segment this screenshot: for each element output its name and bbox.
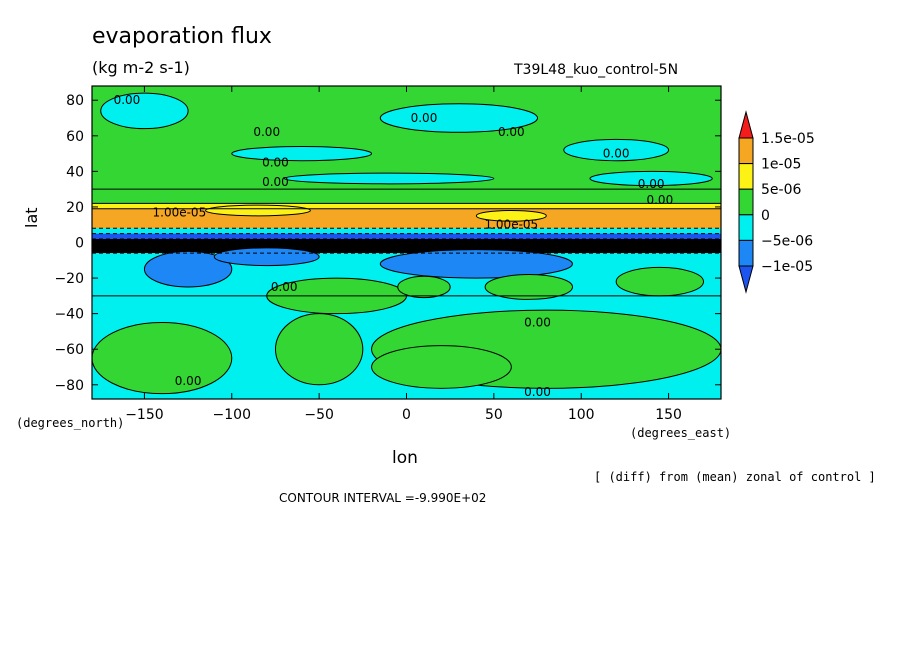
contour-label-1: 0.00 xyxy=(253,125,280,139)
colorbar-label-1: 1e-05 xyxy=(761,157,801,173)
region-4 xyxy=(589,170,713,187)
region-9 xyxy=(379,249,573,279)
contour-label-6: 0.00 xyxy=(262,175,289,189)
colorbar-seg-4 xyxy=(738,239,754,267)
colorbar-min-arrow xyxy=(738,265,754,294)
diff-note: [ (diff) from (mean) zonal of control ] xyxy=(594,470,876,484)
band-1 xyxy=(92,189,721,204)
contour-label-0: 0.00 xyxy=(114,93,141,107)
y-tick-label-7: 60 xyxy=(66,129,84,145)
region-13 xyxy=(484,274,573,300)
region-14 xyxy=(615,266,705,297)
colorbar-seg-1 xyxy=(738,163,754,190)
band-5 xyxy=(92,233,721,239)
y-tick-label-5: 20 xyxy=(66,200,84,216)
x-tick-label-1: −100 xyxy=(213,407,251,423)
region-10 xyxy=(213,247,320,267)
x-tick-label-4: 50 xyxy=(485,407,503,423)
colorbar-seg-3 xyxy=(738,214,754,241)
colorbar-label-4: −5e-06 xyxy=(761,233,813,249)
contour-label-14: 0.00 xyxy=(524,385,551,399)
contour-label-8: 0.00 xyxy=(646,193,673,207)
run-label: T39L48_kuo_control-5N xyxy=(514,62,679,78)
colorbar-label-5: −1e-05 xyxy=(761,259,813,275)
region-8 xyxy=(143,250,233,288)
contour-label-7: 0.00 xyxy=(638,177,665,191)
region-18 xyxy=(371,345,512,389)
y-tick-label-0: −80 xyxy=(54,378,84,394)
contour-label-4: 0.00 xyxy=(603,147,630,161)
x-axis-label: lon xyxy=(392,448,418,468)
contour-label-2: 0.00 xyxy=(411,111,438,125)
contour-interval: CONTOUR INTERVAL =-9.990E+02 xyxy=(279,491,487,505)
contour-lines xyxy=(92,188,721,297)
y-tick-label-1: −60 xyxy=(54,342,84,358)
colorbar-label-0: 1.5e-05 xyxy=(761,131,815,147)
y-axis-label: lat xyxy=(22,207,41,228)
contour-label-5: 0.00 xyxy=(262,155,289,169)
contour-label-3: 0.00 xyxy=(498,125,525,139)
y-tick-label-6: 40 xyxy=(66,164,84,180)
band-0 xyxy=(92,86,721,190)
region-0 xyxy=(100,92,189,130)
y-axis: −80 −60 −40 −20 0 20 40 60 80 xyxy=(54,93,721,394)
region-16 xyxy=(274,313,364,386)
colorbar-seg-2 xyxy=(738,188,754,216)
region-1 xyxy=(379,103,539,133)
x-tick-label-3: 0 xyxy=(402,407,411,423)
contour-label-12: 0.00 xyxy=(524,316,551,330)
y-tick-label-8: 80 xyxy=(66,93,84,109)
region-3 xyxy=(231,145,373,162)
y-unit-label: (degrees_north) xyxy=(16,416,125,430)
colorbar-max-arrow xyxy=(738,110,754,139)
y-tick-label-2: −40 xyxy=(54,307,84,323)
contour-labels: 0.00 0.00 0.00 0.00 0.00 0.00 0.00 0.00 0.00 1.00… xyxy=(114,93,674,399)
chart-subtitle: (kg m-2 s-1) xyxy=(92,58,190,77)
region-12 xyxy=(397,275,451,299)
contour-label-10: 1.00e-05 xyxy=(484,218,538,232)
colorbar-label-3: 0 xyxy=(761,208,770,224)
chart-title: evaporation flux xyxy=(92,24,272,49)
contour-label-9: 1.00e-05 xyxy=(153,205,207,219)
y-tick-label-3: −20 xyxy=(54,271,84,287)
region-2 xyxy=(563,138,670,162)
band-4 xyxy=(92,228,721,234)
region-5 xyxy=(283,172,495,185)
colorbar-label-2: 5e-06 xyxy=(761,182,801,198)
contour-label-11: 0.00 xyxy=(271,280,298,294)
x-tick-label-5: 100 xyxy=(568,407,595,423)
x-unit-label: (degrees_east) xyxy=(630,426,732,440)
region-15 xyxy=(92,322,233,395)
x-tick-label-6: 150 xyxy=(655,407,682,423)
x-tick-label-2: −50 xyxy=(304,407,334,423)
x-axis: −150 −100 −50 0 50 100 150 xyxy=(125,86,682,423)
colorbar: 1.5e-05 1e-05 5e-06 0 −5e-06 −1e-05 xyxy=(738,110,815,294)
filled-contours xyxy=(92,86,721,399)
y-tick-label-4: 0 xyxy=(75,236,84,252)
region-7 xyxy=(475,209,547,222)
x-tick-label-0: −150 xyxy=(125,407,163,423)
contour-label-13: 0.00 xyxy=(175,374,202,388)
band-2 xyxy=(92,203,721,209)
region-6 xyxy=(205,204,311,217)
colorbar-seg-0 xyxy=(738,137,754,165)
